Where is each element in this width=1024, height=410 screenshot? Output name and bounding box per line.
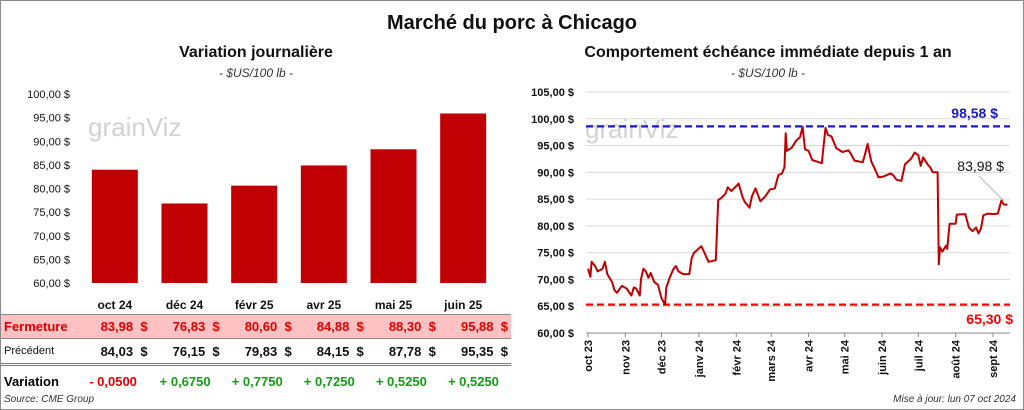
x-tick-label: févr 25 [235,298,274,312]
watermark-logo: grainViz [88,112,181,142]
y-tick-label: 105,00 $ [531,87,574,99]
y-tick-label: 65,00 $ [537,301,574,313]
y-tick-label: 70,00 $ [33,231,70,243]
right-chart-unit: - $US/100 lb - [730,66,806,80]
last-value-label: 83,98 $ [957,158,1004,174]
x-tick-label: juin 24 [877,339,889,376]
y-tick-label: 95,00 $ [33,113,70,125]
cell: 80,60 $ [222,314,295,339]
cell: 87,78 $ [388,343,436,359]
table-row-variation: Variation - 0,0500 + 0,6750 + 0,7750 + 0… [1,363,511,396]
bar-mai-25 [370,149,417,283]
y-tick-label: 75,00 $ [33,207,70,219]
bar-févr-25 [231,185,278,283]
x-tick-label: déc 23 [657,340,669,374]
x-tick-label: oct 23 [583,340,595,372]
y-tick-label: 85,00 $ [537,194,574,206]
row-label: Fermeture [1,314,79,339]
cell: + 0,5250 [366,363,439,396]
cell: + 0,7250 [294,363,367,396]
bar-juin-25 [440,113,487,283]
cell: 88,30 $ [366,314,439,339]
cell: 84,03 $ [100,343,148,359]
y-tick-label: 70,00 $ [537,274,574,286]
x-tick-label: sept 24 [988,339,1000,378]
y-tick-label: 100,00 $ [27,89,70,101]
y-tick-label: 75,00 $ [537,248,574,260]
left-chart-title: Variation journalière [179,44,333,61]
x-tick-label: juil 24 [913,339,925,372]
y-tick-label: 95,00 $ [537,141,574,153]
update-note: Mise à jour: lun 07 oct 2024 [893,394,1016,405]
y-tick-label: 80,00 $ [33,184,70,196]
left-chart-unit: - $US/100 lb - [218,66,294,80]
main-title: Marché du porc à Chicago [386,12,638,34]
low-label: 65,30 $ [966,311,1013,327]
cell: - 0,0500 [78,363,151,396]
right-chart-title: Comportement échéance immédiate depuis 1… [584,44,952,61]
row-label: Variation [1,363,79,396]
last-value-leader [978,175,1004,201]
cell: + 0,7750 [222,363,295,396]
cell: + 0,5250 [438,363,511,396]
source-note: Source: CME Group [4,394,95,405]
cell: 83,98 $ [78,314,151,339]
x-tick-label: nov 23 [620,340,632,375]
x-tick-label: févr 24 [731,339,743,375]
x-tick-label: mars 24 [766,339,778,381]
bar-avr-25 [300,165,347,283]
x-tick-label: mai 24 [840,339,852,374]
y-tick-label: 90,00 $ [33,136,70,148]
cell: 84,15 $ [316,343,364,359]
price-table: Fermeture 83,98 $ 76,83 $ 80,60 $ 84,88 … [1,314,511,396]
y-tick-label: 80,00 $ [537,221,574,233]
table-row-close: Fermeture 83,98 $ 76,83 $ 80,60 $ 84,88 … [1,314,511,339]
y-tick-label: 60,00 $ [537,328,574,340]
y-tick-label: 65,00 $ [33,254,70,266]
cell: 76,15 $ [172,343,220,359]
cell: + 0,6750 [150,363,223,396]
y-tick-label: 60,00 $ [33,278,70,290]
y-tick-label: 85,00 $ [33,160,70,172]
table-row-previous: Précédent 84,03 $ 76,15 $ 79,83 $ 84,15 … [1,339,511,365]
high-label: 98,58 $ [951,105,998,121]
x-tick-label: oct 24 [97,298,132,312]
x-tick-label: avr 25 [306,298,341,312]
cell: 84,88 $ [294,314,367,339]
y-tick-label: 90,00 $ [537,167,574,179]
x-tick-label: déc 24 [166,298,204,312]
cell: 79,83 $ [244,343,292,359]
price-line [587,125,1008,306]
x-tick-label: janv 24 [694,339,706,378]
bar-oct-24 [91,169,138,283]
x-tick-label: juin 25 [443,298,482,312]
bar-déc-24 [161,203,208,283]
x-tick-label: mai 25 [375,298,413,312]
cell: 76,83 $ [150,314,223,339]
y-tick-label: 100,00 $ [531,114,574,126]
x-tick-label: avr 24 [804,339,816,372]
cell: 95,35 $ [460,343,508,359]
row-label: Précédent [4,345,55,357]
cell: 95,88 $ [438,314,511,339]
x-tick-label: août 24 [951,339,963,378]
